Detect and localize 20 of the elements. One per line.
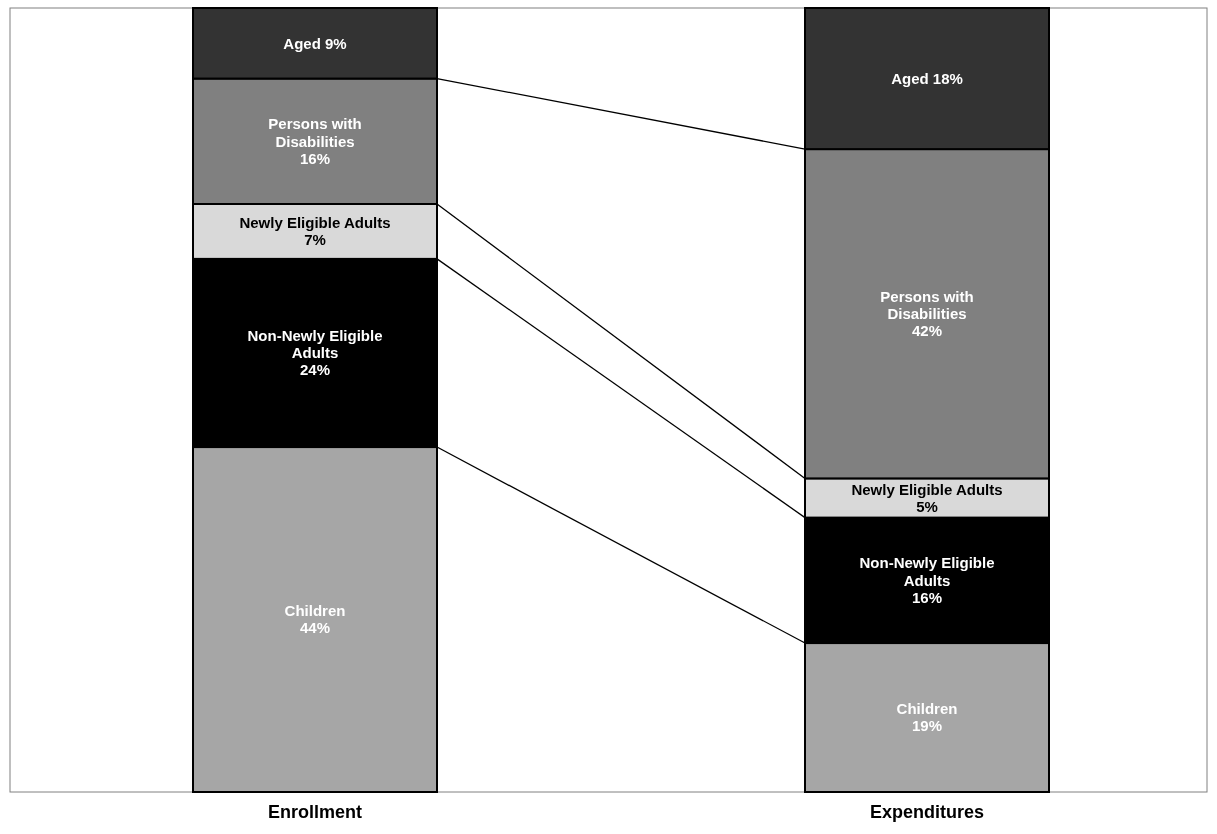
data-label: 24% (299, 361, 331, 379)
series-label: Children (896, 700, 958, 718)
text: Children (284, 602, 346, 620)
data-label: 19% (911, 717, 943, 735)
data-label: 16% (299, 149, 331, 167)
text: Newly Eligible Adults (239, 214, 391, 232)
data-label: 5% (916, 497, 938, 515)
data-label: 44% (299, 619, 331, 637)
text: Aged 18% (891, 69, 963, 87)
text: Persons with Disabilities (880, 287, 974, 323)
x-tick-label: Enrollment (267, 802, 363, 822)
x-tick-label: Expenditures (869, 802, 985, 822)
data-label: 42% (911, 322, 943, 340)
data-label: 16% (911, 588, 943, 606)
text: Non-Newly Eligible Adults (247, 326, 383, 362)
series-label: Persons with Disabilities (268, 115, 362, 150)
series-label: Non-Newly Eligible Adults (859, 554, 995, 589)
series-label: Newly Eligible Adults (851, 480, 1003, 498)
data-label: 7% (304, 231, 326, 249)
text: Aged 9% (283, 34, 347, 52)
